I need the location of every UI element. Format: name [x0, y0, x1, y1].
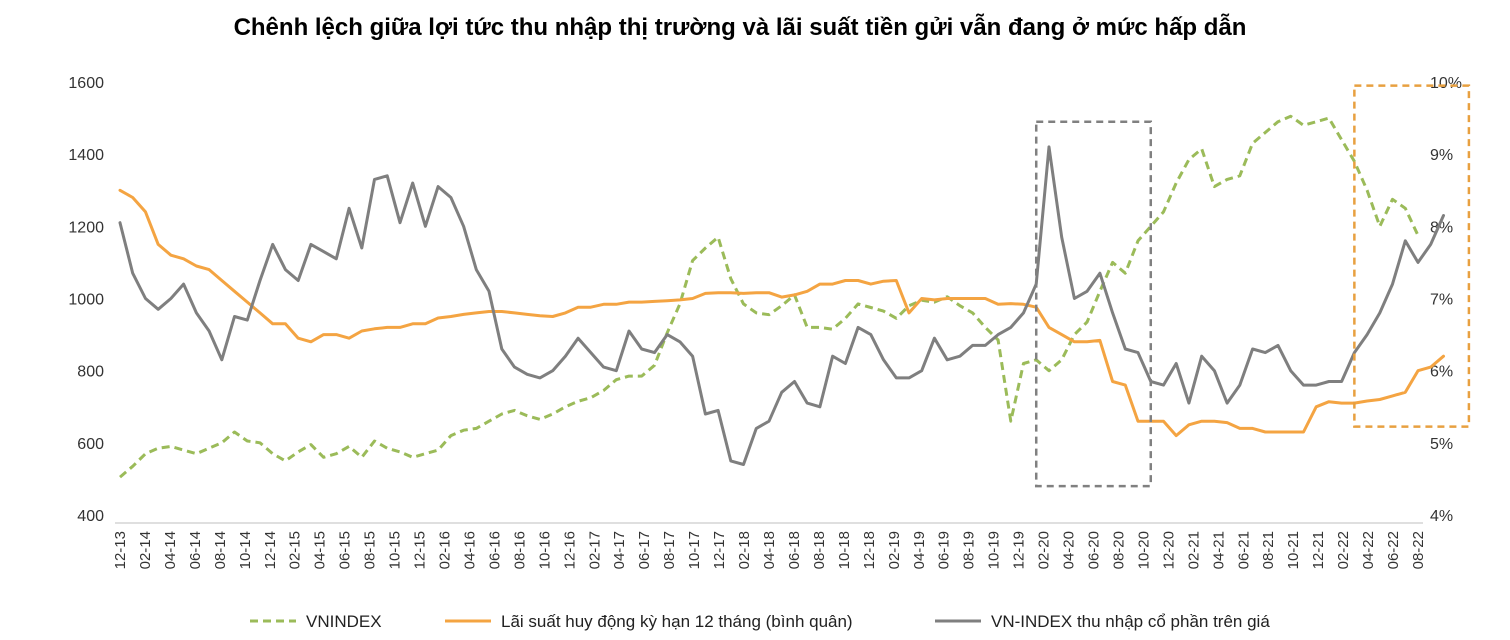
x-tick-label: 04-15 [312, 531, 329, 569]
y-left-tick-label: 400 [77, 508, 104, 525]
x-tick-label: 08-18 [811, 531, 828, 569]
x-tick-label: 10-15 [387, 531, 404, 569]
x-tick-label: 04-18 [761, 531, 778, 569]
x-tick-label: 12-20 [1160, 531, 1177, 569]
x-tick-label: 10-21 [1285, 531, 1302, 569]
y-left-tick-label: 1000 [68, 292, 104, 309]
x-tick-label: 04-14 [162, 531, 179, 569]
x-tick-label: 08-17 [661, 531, 678, 569]
x-tick-label: 08-14 [212, 531, 229, 569]
x-tick-label: 06-19 [936, 531, 953, 569]
x-tick-label: 04-16 [461, 531, 478, 569]
x-tick-label: 08-21 [1260, 531, 1277, 569]
legend-label: VNINDEX [306, 612, 382, 631]
x-tick-label: 06-15 [337, 531, 354, 569]
x-tick-label: 02-14 [137, 531, 154, 569]
series-line-3 [118, 145, 1445, 466]
y-right-tick-label: 5% [1430, 436, 1453, 453]
y-left-tick-label: 1400 [68, 147, 104, 164]
x-tick-label: 10-18 [836, 531, 853, 569]
x-tick-label: 02-18 [736, 531, 753, 569]
x-tick-label: 02-17 [586, 531, 603, 569]
y-right-tick-label: 9% [1430, 147, 1453, 164]
x-tick-label: 08-19 [961, 531, 978, 569]
x-tick-label: 02-21 [1185, 531, 1202, 569]
x-tick-label: 08-22 [1410, 531, 1427, 569]
x-tick-label: 10-14 [237, 531, 254, 569]
x-tick-label: 10-17 [686, 531, 703, 569]
y-left-tick-label: 600 [77, 436, 104, 453]
y-right-tick-label: 6% [1430, 364, 1453, 381]
x-tick-label: 04-21 [1210, 531, 1227, 569]
y-right-tick-label: 4% [1430, 508, 1453, 525]
x-tick-label: 02-19 [886, 531, 903, 569]
x-tick-label: 12-15 [412, 531, 429, 569]
x-tick-label: 08-20 [1110, 531, 1127, 569]
x-tick-label: 04-22 [1360, 531, 1377, 569]
x-tick-label: 06-20 [1086, 531, 1103, 569]
x-tick-label: 06-22 [1385, 531, 1402, 569]
x-tick-label: 12-13 [112, 531, 129, 569]
x-tick-label: 10-19 [986, 531, 1003, 569]
y-left-tick-label: 1200 [68, 219, 104, 236]
x-tick-label: 06-14 [187, 531, 204, 569]
x-tick-label: 10-16 [536, 531, 553, 569]
x-tick-label: 02-20 [1036, 531, 1053, 569]
x-tick-label: 10-20 [1135, 531, 1152, 569]
x-tick-label: 12-16 [561, 531, 578, 569]
legend-label: VN-INDEX thu nhập cổ phần trên giá [991, 612, 1270, 631]
x-axis: 12-13 02-14 04-14 06-14 08-14 10-14 12-14 02-15… [112, 522, 1427, 569]
x-tick-label: 12-21 [1310, 531, 1327, 569]
y-right-tick-label: 10% [1430, 75, 1462, 92]
plot-area [118, 114, 1445, 479]
chart-title: Chênh lệch giữa lợi tức thu nhập thị trư… [234, 13, 1247, 41]
legend: VNINDEX Lãi suất huy động kỳ hạn 12 tháng… [250, 612, 1270, 631]
y-right-tick-label: 7% [1430, 292, 1453, 309]
x-tick-label: 12-14 [262, 531, 279, 569]
x-tick-label: 08-15 [362, 531, 379, 569]
x-tick-label: 06-21 [1235, 531, 1252, 569]
series-line-1 [119, 114, 1420, 479]
x-tick-label: 06-18 [786, 531, 803, 569]
y-left-axis: 400 600 800 1000 1200 1400 1600 [68, 75, 104, 525]
legend-label: Lãi suất huy động kỳ hạn 12 tháng (bình … [501, 612, 853, 631]
y-right-axis: 4%5%6%7%8%9%10% [1430, 75, 1462, 525]
x-tick-label: 02-15 [287, 531, 304, 569]
x-tick-label: 08-16 [511, 531, 528, 569]
x-tick-label: 04-19 [911, 531, 928, 569]
x-tick-label: 02-16 [437, 531, 454, 569]
x-tick-label: 02-22 [1335, 531, 1352, 569]
y-left-tick-label: 800 [77, 364, 104, 381]
series-line-2 [118, 188, 1445, 438]
x-tick-label: 06-16 [486, 531, 503, 569]
x-tick-label: 12-17 [711, 531, 728, 569]
x-tick-label: 04-20 [1061, 531, 1078, 569]
x-tick-label: 06-17 [636, 531, 653, 569]
x-tick-label: 12-18 [861, 531, 878, 569]
x-tick-label: 12-19 [1011, 531, 1028, 569]
x-tick-label: 04-17 [611, 531, 628, 569]
y-left-tick-label: 1600 [68, 75, 104, 92]
